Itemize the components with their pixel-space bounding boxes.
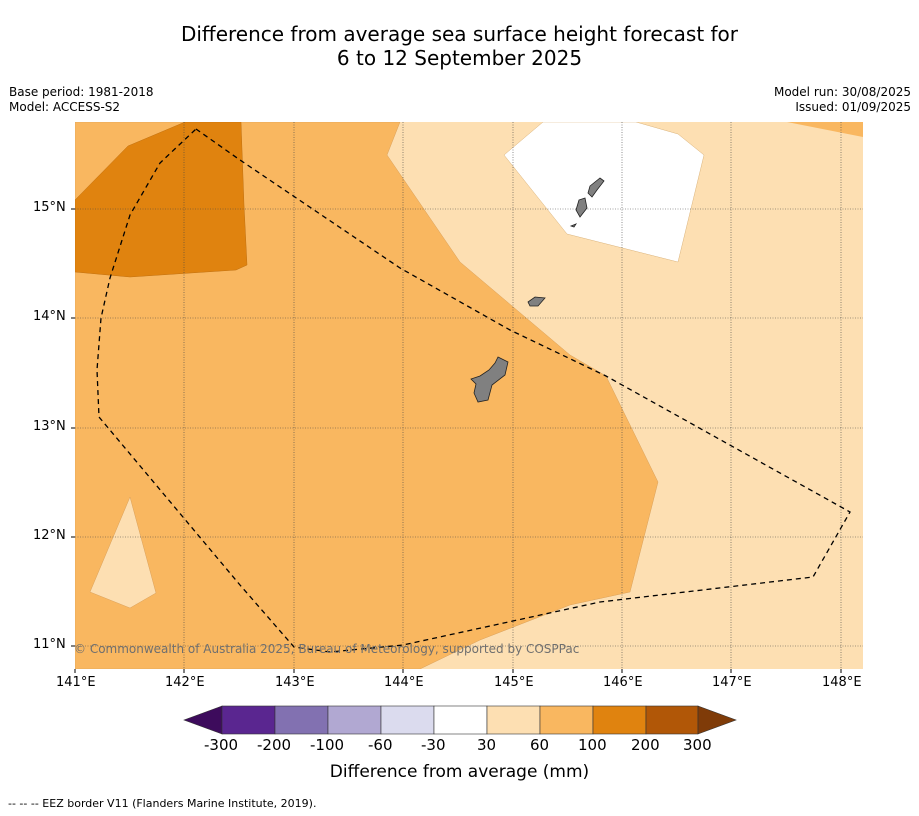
base-period-text: Base period: 1981-2018 <box>9 85 154 99</box>
colorbar-label: -60 <box>368 736 393 754</box>
meta-left: Base period: 1981-2018 Model: ACCESS-S2 <box>9 85 154 115</box>
y-tick-label: 12°N <box>33 528 66 543</box>
colorbar-label: -100 <box>310 736 345 754</box>
band-100-200 <box>75 122 248 278</box>
colorbar-bin <box>486 705 541 735</box>
y-tick-label: 14°N <box>33 309 66 324</box>
issued-text: Issued: 01/09/2025 <box>795 100 911 114</box>
eez-legend-note: -- -- -- EEZ border V11 (Flanders Marine… <box>8 797 317 810</box>
y-tick-label: 11°N <box>33 637 66 652</box>
colorbar-bin <box>380 705 435 735</box>
map-title: Difference from average sea surface heig… <box>0 22 919 70</box>
colorbar-bin <box>539 705 594 735</box>
island-guam <box>470 356 509 403</box>
title-line-2: 6 to 12 September 2025 <box>336 46 583 70</box>
island-tinian <box>575 197 588 218</box>
gridlines <box>75 122 863 669</box>
y-tick-label: 15°N <box>33 200 66 215</box>
colorbar-label: 100 <box>578 736 607 754</box>
plot-area <box>75 122 863 669</box>
copyright-credit: © Commonwealth of Australia 2025, Bureau… <box>74 642 580 656</box>
x-tick-label: 148°E <box>822 675 862 690</box>
colorbar-label: 300 <box>683 736 712 754</box>
meta-right: Model run: 30/08/2025 Issued: 01/09/2025 <box>774 85 911 115</box>
title-line-1: Difference from average sea surface heig… <box>180 22 739 46</box>
x-tick-label: 141°E <box>56 675 96 690</box>
x-tick-label: 145°E <box>494 675 534 690</box>
x-tick-label: 146°E <box>603 675 643 690</box>
band-neutral <box>503 122 705 263</box>
colorbar-title: Difference from average (mm) <box>329 762 590 782</box>
colorbar-bin <box>645 705 699 735</box>
colorbar-bin <box>221 705 276 735</box>
land <box>470 177 605 403</box>
band-60-100-corner <box>787 122 863 137</box>
x-tick-label: 143°E <box>275 675 315 690</box>
colorbar-bin <box>274 705 329 735</box>
colorbar-label: -200 <box>257 736 292 754</box>
x-tick-label: 147°E <box>712 675 752 690</box>
band-30-60-pocket <box>89 496 157 609</box>
colorbar-bin <box>592 705 647 735</box>
island-aguijan <box>569 223 578 228</box>
colorbar-label: -30 <box>421 736 446 754</box>
colorbar-label: 60 <box>530 736 550 754</box>
colorbar-bin <box>327 705 382 735</box>
model-run-text: Model run: 30/08/2025 <box>773 85 911 99</box>
x-tick-label: 142°E <box>165 675 205 690</box>
x-tick-label: 144°E <box>384 675 424 690</box>
colorbar-bin <box>433 705 488 735</box>
island-rota <box>527 296 546 307</box>
island-saipan <box>587 177 605 198</box>
eez-border <box>96 128 851 653</box>
colorbar <box>183 705 737 735</box>
colorbar-label: 30 <box>477 736 497 754</box>
colorbar-label: 200 <box>631 736 660 754</box>
colorbar-label: -300 <box>204 736 239 754</box>
colorbar-extend-high <box>697 705 737 735</box>
model-text: Model: ACCESS-S2 <box>9 100 121 114</box>
axis-ticks <box>71 208 842 673</box>
y-tick-label: 13°N <box>33 419 66 434</box>
colorbar-extend-low <box>183 705 223 735</box>
